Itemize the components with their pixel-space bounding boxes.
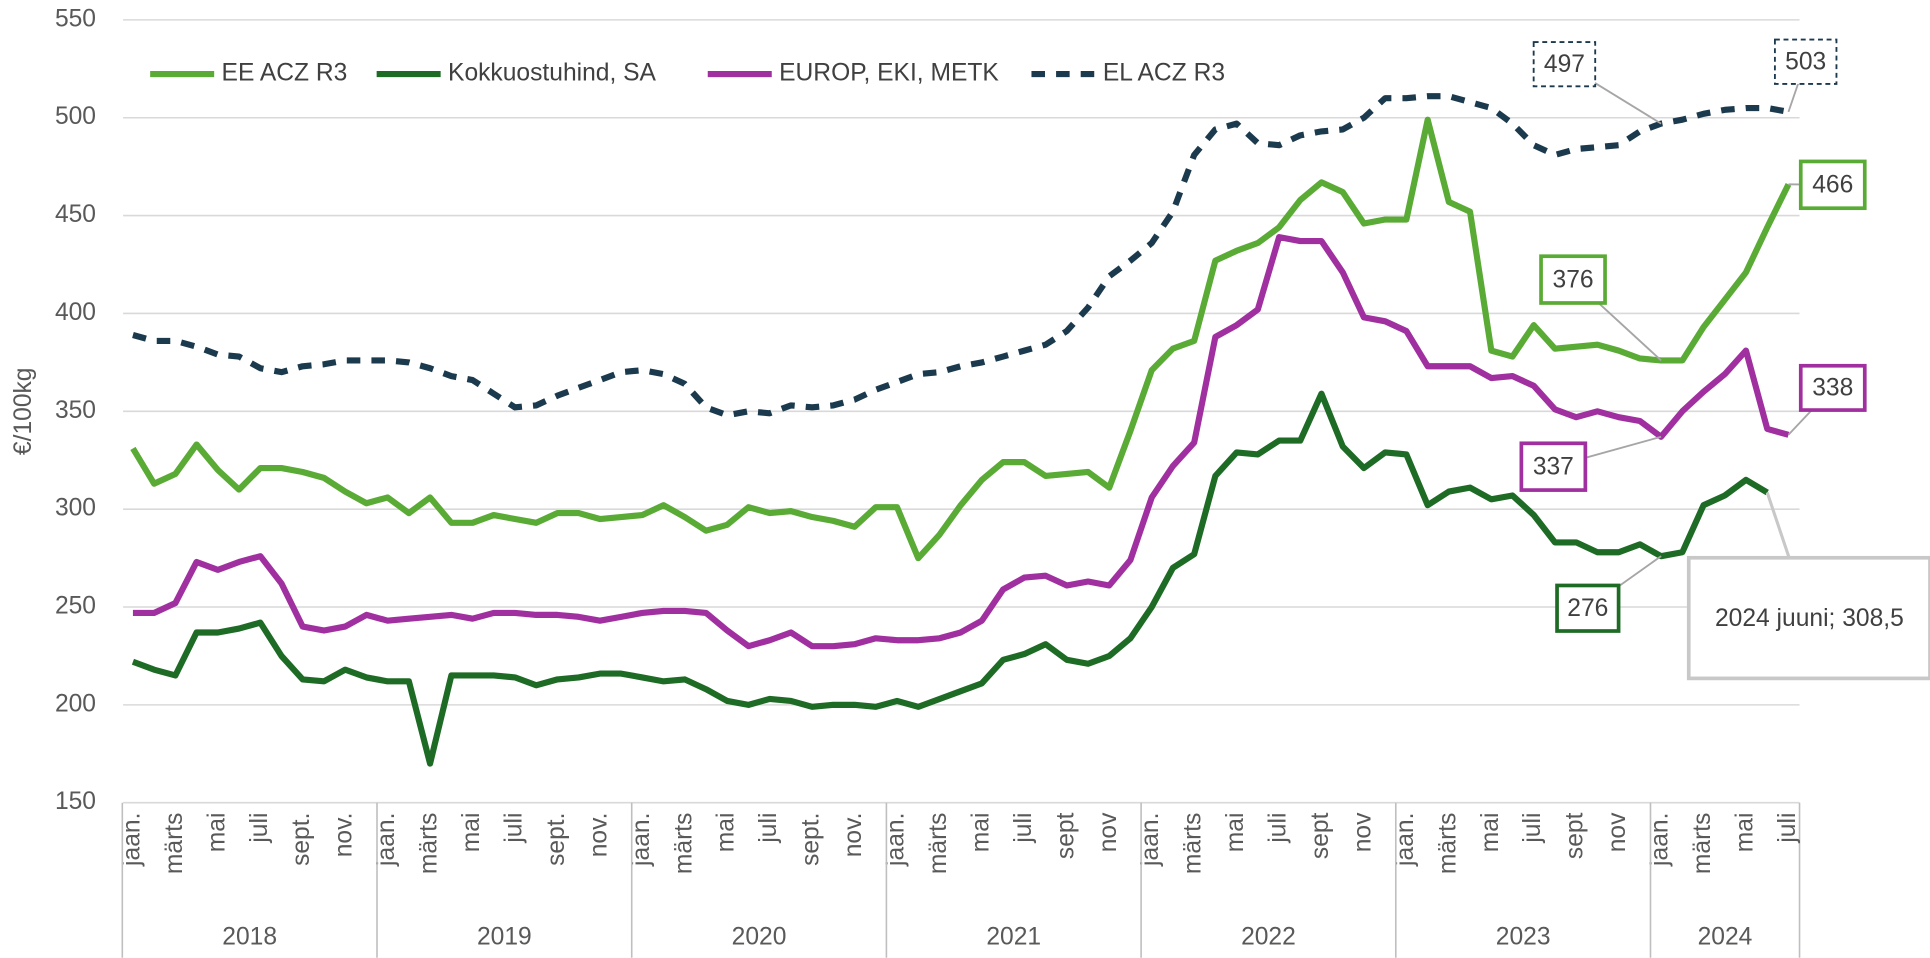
x-tick-label: juli bbox=[1265, 813, 1292, 844]
y-tick-label: 450 bbox=[55, 201, 96, 228]
x-tick-label: juli bbox=[246, 813, 273, 844]
x-tick-label: nov. bbox=[585, 813, 612, 858]
x-tick-label: märts bbox=[1689, 813, 1716, 875]
x-group-label: 2020 bbox=[732, 924, 787, 951]
y-tick-label: 250 bbox=[55, 593, 96, 620]
y-tick-label: 500 bbox=[55, 103, 96, 130]
x-tick-label: nov bbox=[1604, 812, 1631, 852]
x-tick-label: nov bbox=[1095, 812, 1122, 852]
x-tick-label: sept. bbox=[798, 813, 825, 866]
label-box bbox=[1798, 159, 1867, 211]
x-tick-label: mai bbox=[967, 813, 994, 853]
x-tick-label: sept bbox=[1052, 812, 1079, 859]
x-tick-label: sept bbox=[1307, 812, 1334, 859]
label-box bbox=[1798, 363, 1867, 412]
x-tick-label: nov. bbox=[840, 813, 867, 858]
x-tick-label: juli bbox=[500, 813, 527, 844]
data-label: 276 bbox=[1567, 595, 1608, 622]
y-tick-label: 550 bbox=[55, 5, 96, 32]
y-tick-label: 350 bbox=[55, 397, 96, 424]
x-tick-label: sept. bbox=[288, 813, 315, 866]
y-tick-label: 200 bbox=[55, 690, 96, 717]
x-tick-label: sept bbox=[1562, 812, 1589, 859]
x-group-label: 2021 bbox=[986, 924, 1041, 951]
x-group-label: 2023 bbox=[1496, 924, 1551, 951]
y-tick-label: 400 bbox=[55, 299, 96, 326]
legend-label: EUROP, EKI, METK bbox=[779, 60, 999, 87]
x-tick-label: mai bbox=[1477, 813, 1504, 853]
x-tick-label: juli bbox=[1774, 813, 1801, 844]
label-box bbox=[1532, 41, 1597, 88]
y-axis-label: €/100kg bbox=[10, 368, 37, 456]
x-tick-label: märts bbox=[161, 813, 188, 875]
x-tick-label: märts bbox=[670, 813, 697, 875]
label-box bbox=[1773, 38, 1838, 85]
x-tick-label: märts bbox=[1180, 813, 1207, 875]
x-tick-label: mai bbox=[1222, 813, 1249, 853]
legend-label: EE ACZ R3 bbox=[222, 60, 348, 87]
legend-label: Kokkuostuhind, SA bbox=[448, 60, 657, 87]
series-line bbox=[131, 390, 1769, 767]
data-label: 376 bbox=[1553, 266, 1594, 293]
x-group-label: 2018 bbox=[222, 924, 277, 951]
label-box bbox=[1519, 441, 1588, 492]
x-tick-label: juli bbox=[755, 813, 782, 844]
data-label: 497 bbox=[1544, 51, 1585, 78]
data-label: 337 bbox=[1533, 453, 1574, 480]
x-tick-label: nov bbox=[1349, 812, 1376, 852]
x-tick-label: märts bbox=[416, 813, 443, 875]
x-tick-label: juli bbox=[1519, 813, 1546, 844]
x-tick-label: nov. bbox=[331, 813, 358, 858]
data-label: 338 bbox=[1812, 375, 1853, 402]
label-box bbox=[1555, 583, 1621, 633]
x-tick-label: sept. bbox=[543, 813, 570, 866]
x-tick-label: mai bbox=[1732, 813, 1759, 853]
x-group-label: 2019 bbox=[477, 924, 532, 951]
data-label: 503 bbox=[1785, 48, 1826, 75]
x-group-label: 2024 bbox=[1698, 924, 1753, 951]
label-box bbox=[1539, 254, 1607, 305]
series-line bbox=[132, 234, 1790, 650]
x-tick-label: mai bbox=[203, 813, 230, 853]
data-label: 466 bbox=[1812, 172, 1853, 199]
data-label: 2024 juuni; 308,5 bbox=[1715, 605, 1904, 632]
y-tick-label: 150 bbox=[55, 788, 96, 815]
y-tick-label: 300 bbox=[55, 495, 96, 522]
x-tick-label: juli bbox=[1010, 813, 1037, 844]
x-tick-label: märts bbox=[925, 813, 952, 875]
series-line bbox=[130, 116, 1792, 562]
legend-label: EL ACZ R3 bbox=[1103, 60, 1225, 87]
x-tick-label: märts bbox=[1434, 813, 1461, 875]
series-line bbox=[132, 93, 1789, 419]
x-group-label: 2022 bbox=[1241, 924, 1296, 951]
x-tick-label: mai bbox=[458, 813, 485, 853]
x-tick-label: mai bbox=[713, 813, 740, 853]
